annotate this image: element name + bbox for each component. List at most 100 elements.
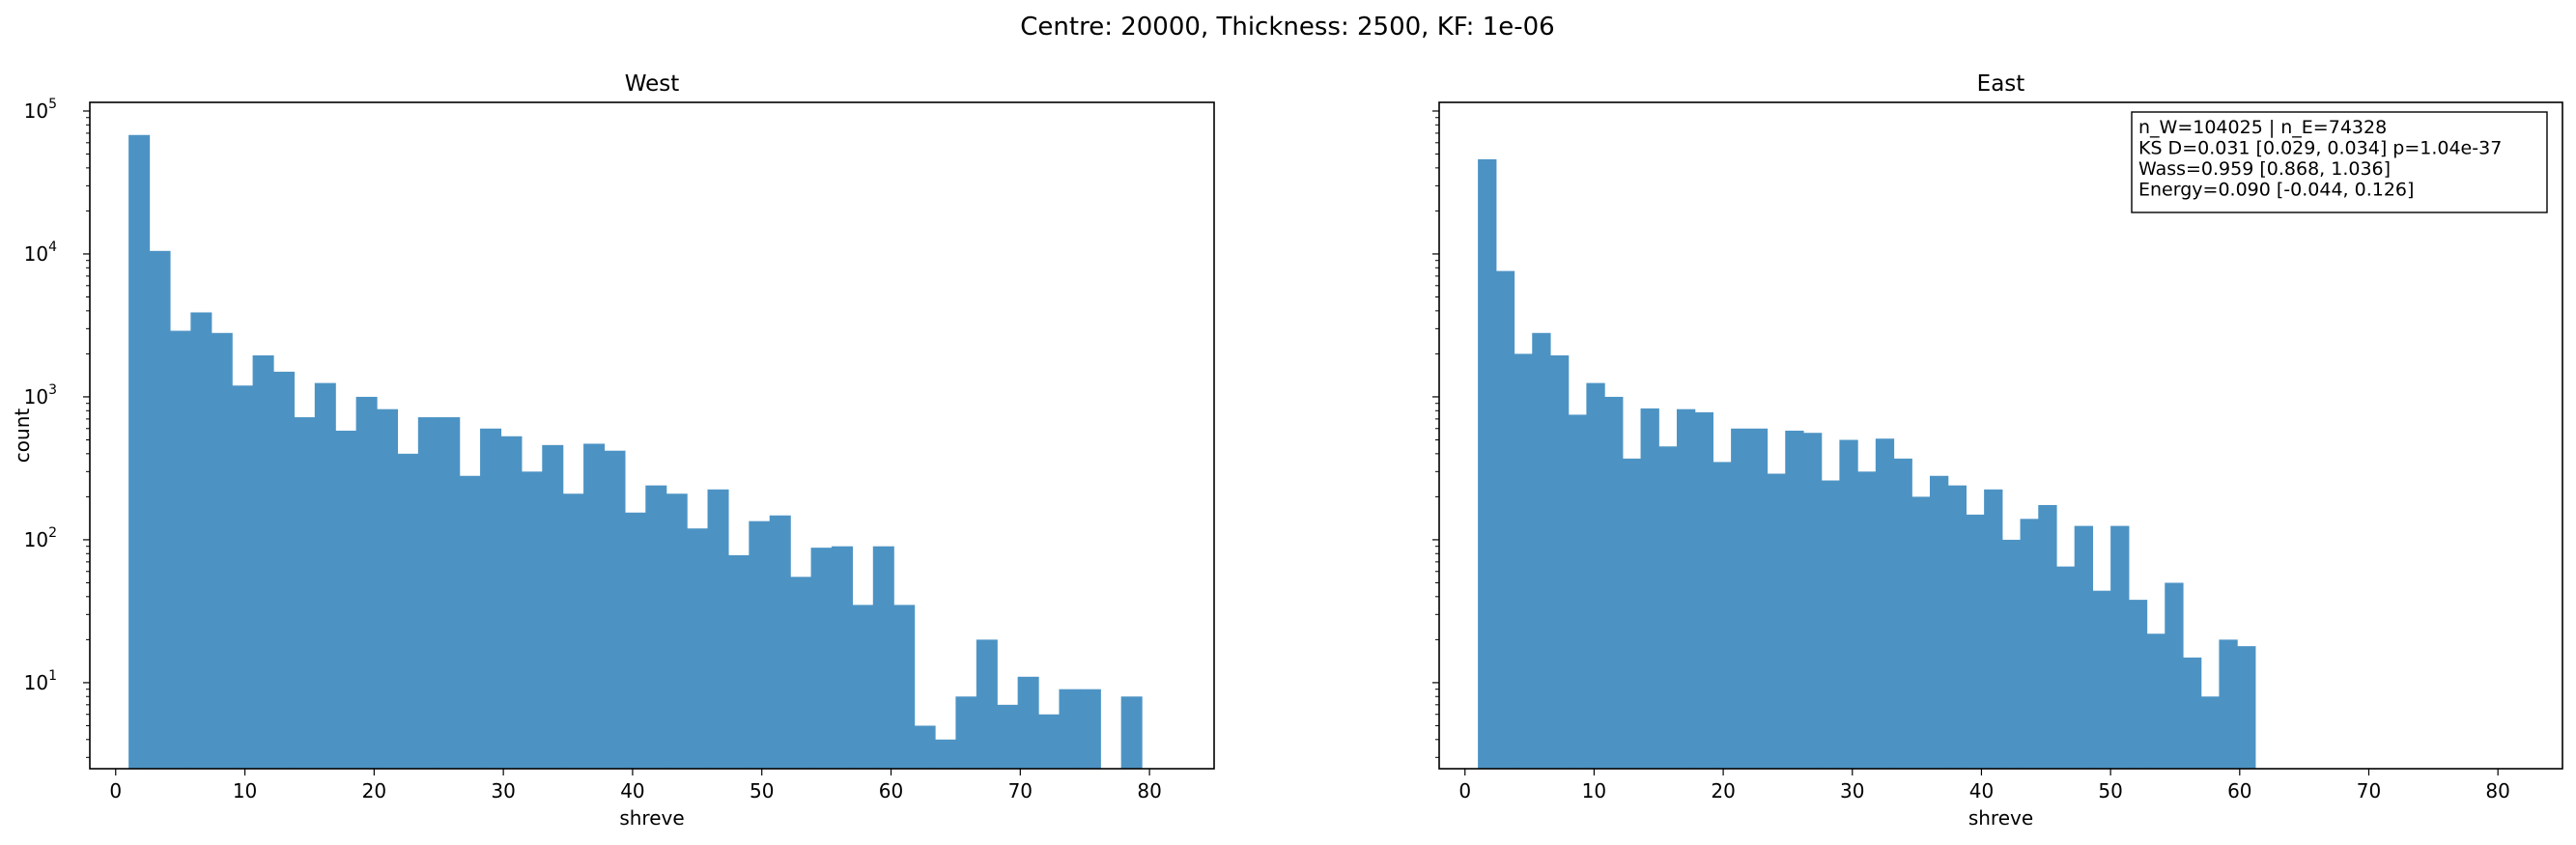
west-bar-22 <box>583 443 606 769</box>
west-bar-30 <box>749 521 771 769</box>
east-xtick-label-7: 70 <box>2357 779 2381 803</box>
east-bar-29 <box>2001 539 2022 769</box>
suptitle: Centre: 20000, Thickness: 2500, KF: 1e-0… <box>1020 13 1554 42</box>
east-xtick-label-4: 40 <box>1969 779 1994 803</box>
east-bar-14 <box>1731 428 1750 769</box>
west-bar-12 <box>377 408 399 769</box>
west-panel: 0 10 20 30 40 50 60 70 80101102103104105Westshre… <box>11 71 1215 830</box>
east-bar-40 <box>2200 696 2221 769</box>
east-bar-31 <box>2038 504 2057 769</box>
west-bar-7 <box>272 371 295 769</box>
east-bar-2 <box>1514 353 1533 769</box>
west-bar-4 <box>211 332 233 769</box>
east-xtick-label-2: 20 <box>1711 779 1735 803</box>
west-xtick-label-1: 10 <box>233 779 257 803</box>
east-bar-24 <box>1911 496 1931 769</box>
east-bar-10 <box>1658 446 1678 769</box>
east-bar-39 <box>2182 657 2202 769</box>
west-bar-25 <box>645 485 667 769</box>
east-bar-3 <box>1532 332 1551 769</box>
east-bar-35 <box>2110 525 2130 769</box>
west-bar-34 <box>831 546 853 769</box>
west-bar-20 <box>542 444 564 769</box>
east-bar-0 <box>1478 158 1497 769</box>
east-bar-30 <box>2020 519 2039 769</box>
east-xtick-label-0: 0 <box>1458 779 1471 803</box>
west-xtick-label-0: 0 <box>109 779 122 803</box>
east-xtick-label-5: 50 <box>2098 779 2122 803</box>
west-bar-28 <box>707 489 729 769</box>
east-bar-17 <box>1785 430 1804 769</box>
west-bar-9 <box>314 382 336 769</box>
ytick-exponent: 1 <box>48 668 57 684</box>
west-ytick-label-1: 102 <box>24 525 57 551</box>
west-xtick-label-6: 60 <box>879 779 903 803</box>
east-bar-33 <box>2074 525 2094 769</box>
ytick-exponent: 3 <box>48 382 57 398</box>
east-bar-19 <box>1821 480 1840 769</box>
stats-line-1: KS D=0.031 [0.029, 0.034] p=1.04e-37 <box>2138 138 2502 159</box>
east-bar-41 <box>2219 639 2238 769</box>
ytick-exponent: 2 <box>48 525 57 541</box>
west-bar-43 <box>1017 676 1039 769</box>
west-bar-19 <box>521 471 543 769</box>
ytick-base: 10 <box>24 671 48 694</box>
east-bar-8 <box>1622 458 1642 769</box>
ytick-base: 10 <box>24 242 48 266</box>
ytick-exponent: 4 <box>48 239 57 255</box>
west-bar-41 <box>976 639 998 769</box>
east-bar-32 <box>2055 566 2076 769</box>
east-panel: 0 10 20 30 40 50 60 70 80 East shreve n_W=104025 | … <box>1432 71 2563 830</box>
west-bar-1 <box>149 250 171 770</box>
west-bar-35 <box>852 605 874 769</box>
west-title: West <box>625 71 680 97</box>
west-bar-37 <box>893 605 916 769</box>
east-bar-9 <box>1640 408 1659 769</box>
stats-line-2: Wass=0.959 [0.868, 1.036] <box>2138 158 2391 180</box>
east-bar-7 <box>1604 396 1624 769</box>
east-xlabel: shreve <box>1968 806 2033 830</box>
stats-line-3: Energy=0.090 [-0.044, 0.126] <box>2138 180 2414 201</box>
west-bar-36 <box>872 546 894 769</box>
east-xtick-label-6: 60 <box>2227 779 2251 803</box>
east-bar-11 <box>1676 408 1696 769</box>
east-bar-16 <box>1767 473 1786 769</box>
west-bar-11 <box>355 396 378 769</box>
west-bar-17 <box>480 428 502 769</box>
west-bar-23 <box>604 450 626 769</box>
west-bar-39 <box>935 739 957 769</box>
ytick-base: 10 <box>24 99 48 123</box>
west-xlabel: shreve <box>619 806 684 830</box>
east-bar-18 <box>1802 433 1823 769</box>
east-bar-12 <box>1694 411 1713 769</box>
east-bar-22 <box>1875 438 1895 769</box>
east-bar-27 <box>1966 514 1985 769</box>
west-bar-2 <box>169 330 191 769</box>
east-bar-26 <box>1947 485 1967 769</box>
ytick-base: 10 <box>24 528 48 551</box>
stats-box-frame <box>2131 111 2548 213</box>
west-bar-38 <box>914 725 936 769</box>
west-ytick-label-4: 105 <box>24 97 57 123</box>
east-bar-13 <box>1713 462 1732 769</box>
west-bar-14 <box>417 417 439 769</box>
east-bar-28 <box>1984 489 2003 769</box>
west-bar-46 <box>1079 689 1101 769</box>
west-bar-31 <box>769 515 791 769</box>
west-bar-26 <box>665 493 688 769</box>
west-bar-15 <box>439 417 461 769</box>
west-ytick-label-0: 101 <box>24 668 57 694</box>
west-bar-5 <box>232 385 254 769</box>
east-bar-4 <box>1549 355 1570 769</box>
east-bar-6 <box>1586 382 1605 769</box>
west-bar-3 <box>190 312 212 769</box>
west-bar-40 <box>955 696 977 769</box>
ytick-base: 10 <box>24 385 48 408</box>
east-bar-38 <box>2165 582 2184 769</box>
west-xtick-label-5: 50 <box>750 779 774 803</box>
west-bar-44 <box>1038 714 1061 769</box>
west-xtick-label-8: 80 <box>1137 779 1161 803</box>
west-bar-21 <box>562 493 584 769</box>
